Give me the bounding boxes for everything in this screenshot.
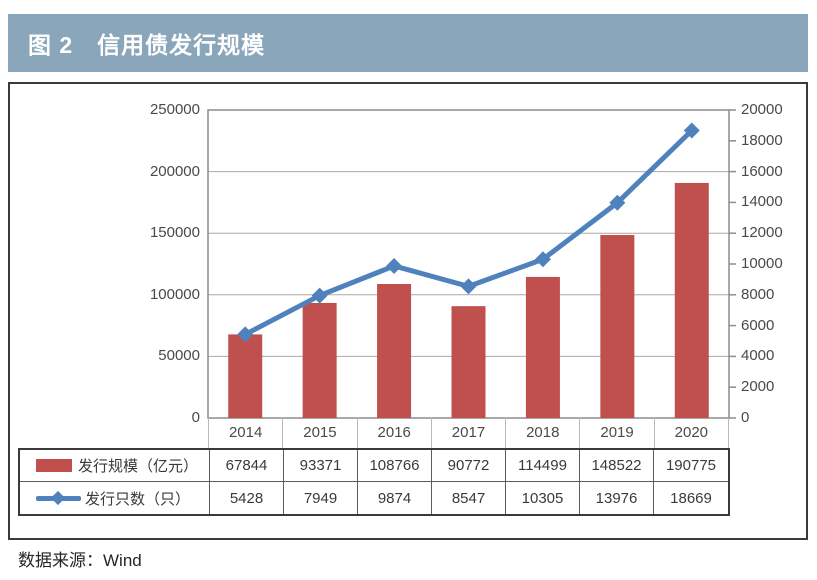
scale-value-2018: 114499 xyxy=(506,450,580,482)
left-axis-tick: 150000 xyxy=(149,224,200,241)
right-axis-tick: 0 xyxy=(741,409,750,426)
legend-item-scale: 发行规模（亿元） xyxy=(20,450,210,482)
scale-value-2015: 93371 xyxy=(284,450,358,482)
left-axis-tick: 50000 xyxy=(158,347,200,364)
x-axis-year: 2016 xyxy=(358,418,432,448)
count-value-2020: 18669 xyxy=(670,489,712,507)
scale-value-2020: 190775 xyxy=(654,450,728,482)
figure-title: 图 2 信用债发行规模 xyxy=(28,32,266,58)
data-source: 数据来源：Wind xyxy=(18,551,142,570)
count-value-2017: 8547 xyxy=(432,482,506,514)
scale-value-2016: 108766 xyxy=(358,450,432,482)
right-axis-tick: 20000 xyxy=(741,101,783,118)
data-table: 发行规模（亿元） 67844 93371 108766 90772 114499… xyxy=(18,448,730,516)
right-axis-tick: 6000 xyxy=(741,317,775,334)
right-axis-tick: 8000 xyxy=(741,286,775,303)
x-axis-year: 2020 xyxy=(655,418,729,448)
count-value-2018: 10305 xyxy=(506,482,580,514)
right-axis-tick: 10000 xyxy=(741,255,783,272)
left-axis-tick: 100000 xyxy=(149,286,200,303)
count-value-2015: 7949 xyxy=(284,482,358,514)
x-axis-year: 2017 xyxy=(432,418,507,448)
x-axis-year: 2019 xyxy=(580,418,655,448)
bar-series-swatch-icon xyxy=(36,459,72,472)
right-axis-tick: 12000 xyxy=(741,224,783,241)
x-axis-year: 2015 xyxy=(283,418,358,448)
chart-panel: 250000 200000 150000 100000 50000 0 2000… xyxy=(8,82,808,540)
legend-label-scale: 发行规模（亿元） xyxy=(78,458,199,475)
combo-chart-plot xyxy=(207,109,736,419)
x-axis-year: 2018 xyxy=(506,418,581,448)
left-axis-tick: 250000 xyxy=(149,101,200,118)
count-value-2019: 13976 xyxy=(580,482,654,514)
right-axis-tick: 16000 xyxy=(741,163,783,180)
right-axis-tick: 2000 xyxy=(741,378,775,395)
left-axis-tick: 0 xyxy=(191,409,200,426)
x-axis-year: 2014 xyxy=(208,418,284,448)
figure-title-bar: 图 2 信用债发行规模 xyxy=(8,14,808,72)
scale-value-2019: 148522 xyxy=(580,450,654,482)
right-axis-tick: 18000 xyxy=(741,132,783,149)
count-value-2014: 5428 xyxy=(210,482,284,514)
left-axis-tick: 200000 xyxy=(149,163,200,180)
right-axis-tick: 14000 xyxy=(741,193,783,210)
legend-label-count: 发行只数（只） xyxy=(85,490,191,508)
scale-value-2014: 67844 xyxy=(210,450,284,482)
legend-item-count: 发行只数（只） xyxy=(20,482,210,514)
line-series-swatch-icon xyxy=(36,490,81,506)
count-value-2016: 9874 xyxy=(358,482,432,514)
x-axis-year-row: 2014 2015 2016 2017 2018 2019 2020 xyxy=(208,418,729,448)
right-axis-tick: 4000 xyxy=(741,347,775,364)
scale-value-2017: 90772 xyxy=(432,450,506,482)
